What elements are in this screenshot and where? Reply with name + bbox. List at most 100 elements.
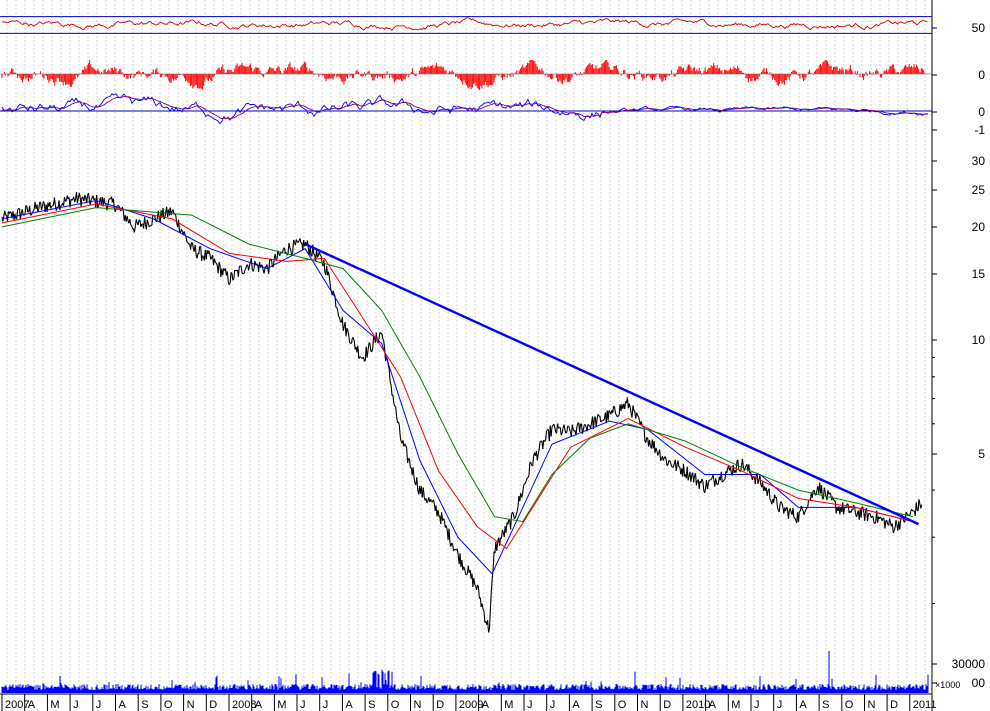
price-tick-label: 5 xyxy=(978,447,985,461)
price-segment xyxy=(443,518,445,521)
price-segment xyxy=(323,259,326,272)
x-tick-label: A xyxy=(799,699,807,711)
price-segment xyxy=(542,440,545,449)
price-segment xyxy=(333,293,336,296)
price-segment xyxy=(874,521,877,524)
price-segment xyxy=(456,548,459,555)
price-segment xyxy=(512,513,515,519)
price-segment xyxy=(693,475,696,483)
price-segment xyxy=(612,406,615,414)
price-segment xyxy=(445,525,448,530)
price-segment xyxy=(778,503,781,513)
price-segment xyxy=(175,215,178,224)
price-segment xyxy=(671,465,673,468)
price-segment xyxy=(579,423,582,433)
price-segment xyxy=(792,507,795,518)
price-segment xyxy=(732,464,735,473)
price-segment xyxy=(590,422,593,429)
price-segment xyxy=(392,394,395,404)
price-segment xyxy=(381,333,384,339)
price-segment xyxy=(397,421,400,426)
price-segment xyxy=(551,425,554,428)
price-segment xyxy=(261,265,264,271)
price-segment xyxy=(545,431,548,440)
price-segment xyxy=(89,199,92,206)
x-tick-label: N xyxy=(641,699,649,711)
price-segment xyxy=(32,208,35,212)
price-segment xyxy=(245,265,248,269)
price-segment xyxy=(889,518,892,524)
price-segment xyxy=(805,507,808,510)
price-segment xyxy=(854,507,857,514)
price-segment xyxy=(465,573,467,576)
price-segment xyxy=(466,573,468,576)
price-segment xyxy=(488,627,491,633)
price-segment xyxy=(426,500,429,504)
x-tick-label: M xyxy=(731,699,740,711)
price-segment xyxy=(624,401,627,409)
x-tick-label: 2011 xyxy=(913,699,937,711)
x-tick-label: J xyxy=(323,699,329,711)
price-segment xyxy=(399,436,402,442)
price-segment xyxy=(230,271,233,274)
price-segment xyxy=(387,365,390,370)
x-tick-label: 2009 xyxy=(459,699,483,711)
price-segment xyxy=(729,467,732,474)
price-segment xyxy=(526,476,529,479)
price-segment xyxy=(347,330,350,336)
price-segment xyxy=(895,520,898,525)
price-segment xyxy=(474,584,477,587)
price-segment xyxy=(532,456,535,467)
price-segment xyxy=(256,263,259,266)
price-segment xyxy=(90,197,93,200)
price-segment xyxy=(757,479,760,484)
price-segment xyxy=(202,255,204,258)
price-segment xyxy=(527,474,530,478)
price-segment xyxy=(513,517,516,520)
ma-long-line xyxy=(1,207,914,523)
price-segment xyxy=(83,195,86,202)
price-segment xyxy=(524,480,527,484)
price-segment xyxy=(367,342,370,350)
price-segment xyxy=(525,477,528,481)
price-segment xyxy=(521,493,524,498)
price-segment xyxy=(715,478,718,484)
price-segment xyxy=(16,209,19,219)
price-segment xyxy=(243,270,246,274)
price-segment xyxy=(4,210,7,216)
price-segment xyxy=(726,467,729,474)
price-segment xyxy=(180,228,183,232)
x-tick-label: N xyxy=(868,699,876,711)
price-segment xyxy=(126,215,129,221)
price-segment xyxy=(892,530,895,534)
price-segment xyxy=(31,210,34,213)
price-segment xyxy=(327,271,330,278)
price-segment xyxy=(704,487,707,493)
price-segment xyxy=(659,449,662,461)
price-segment xyxy=(295,239,298,242)
price-segment xyxy=(582,425,585,431)
price-segment xyxy=(660,458,662,462)
price-segment xyxy=(348,335,351,344)
price-segment xyxy=(748,464,751,474)
price-segment xyxy=(372,336,375,349)
price-segment xyxy=(140,223,143,227)
price-segment xyxy=(667,460,670,466)
price-segment xyxy=(364,360,366,362)
price-segment xyxy=(281,248,284,253)
price-segment xyxy=(823,487,826,493)
price-segment xyxy=(571,424,574,430)
price-segment xyxy=(833,500,836,502)
price-segment xyxy=(350,337,353,344)
price-segment xyxy=(488,608,491,629)
ma-short-line xyxy=(1,199,914,575)
price-segment xyxy=(135,219,138,223)
price-segment xyxy=(299,238,302,244)
price-segment xyxy=(244,268,247,271)
price-segment xyxy=(406,448,409,464)
price-segment xyxy=(662,457,665,461)
price-segment xyxy=(477,586,480,599)
price-segment xyxy=(637,415,639,417)
price-segment xyxy=(38,201,41,209)
